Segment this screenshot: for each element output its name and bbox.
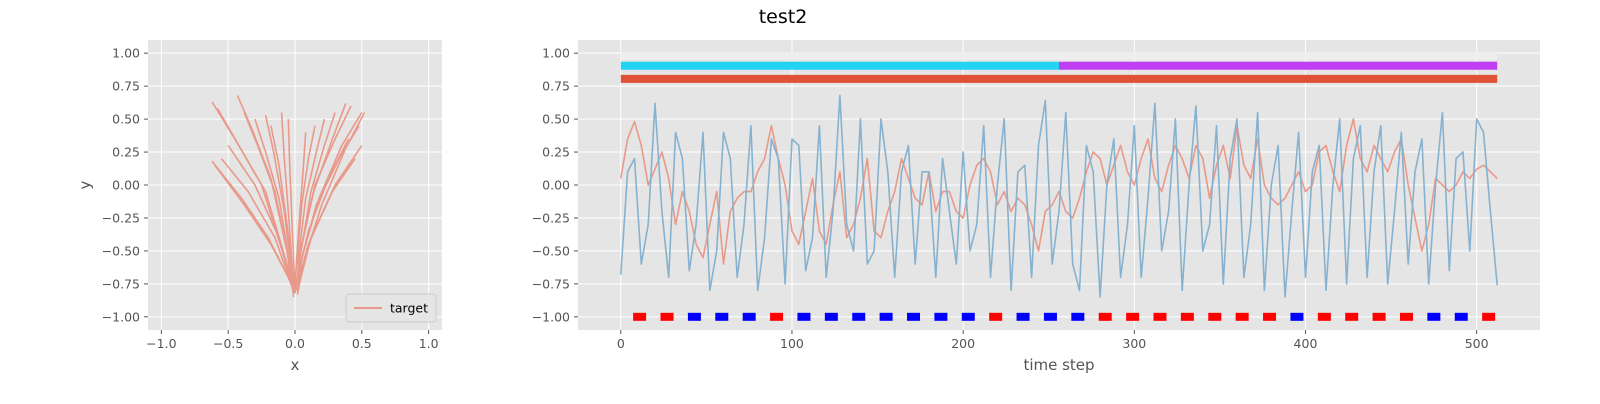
left-x-tick-label: 0.5	[352, 336, 372, 351]
right-x-tick-label: 200	[951, 336, 975, 351]
event-marker	[687, 312, 701, 321]
right-y-tick-label: 0.00	[542, 178, 570, 193]
left-x-tick-label: 1.0	[419, 336, 439, 351]
event-marker	[742, 312, 756, 321]
left-x-tick-label: 0.0	[285, 336, 305, 351]
left-y-tick-label: −0.50	[102, 243, 140, 258]
right-y-tick-label: −0.75	[532, 276, 570, 291]
target-trajectory-line	[295, 158, 356, 289]
left-y-tick-label: −0.25	[102, 210, 140, 225]
legend-box	[345, 293, 437, 323]
event-marker	[770, 312, 784, 321]
target-trajectory-line	[280, 112, 295, 288]
right-y-tick-label: −1.00	[532, 309, 570, 324]
red-series-line	[620, 118, 1498, 265]
right-y-tick-label: −0.50	[532, 243, 570, 258]
event-marker	[1235, 312, 1249, 321]
right-x-tick-label: 400	[1294, 336, 1318, 351]
event-marker	[934, 312, 948, 321]
event-marker	[824, 312, 838, 321]
event-marker	[1345, 312, 1359, 321]
event-marker	[1427, 312, 1441, 321]
right-axes: 0 100 200 300 400 500 −1.00 −0.75 −0.50 −0.25 0.00…	[532, 40, 1540, 374]
target-trajectory-line	[287, 119, 296, 291]
legend-label-target: target	[390, 301, 428, 316]
left-y-tick-label: 0.25	[112, 145, 140, 160]
target-trajectory-line	[294, 112, 336, 294]
event-marker	[989, 312, 1003, 321]
event-marker	[1098, 312, 1112, 321]
right-y-tick-label: 1.00	[542, 46, 570, 61]
right-x-tick-label: 300	[1122, 336, 1146, 351]
blue-series-line	[620, 94, 1498, 298]
event-marker	[1071, 312, 1085, 321]
target-trajectory-line	[294, 132, 307, 284]
event-marker	[660, 312, 674, 321]
event-marker	[852, 312, 866, 321]
event-marker	[1399, 312, 1413, 321]
left-y-tick-label: −1.00	[102, 309, 140, 324]
target-trajectory-line	[220, 158, 292, 285]
right-y-tick-label: 0.75	[542, 79, 570, 94]
target-trajectory-line	[295, 125, 316, 271]
left-y-tick-label: 0.75	[112, 79, 140, 94]
event-marker	[1208, 312, 1222, 321]
right-y-tick-label: 0.50	[542, 112, 570, 127]
event-marker	[797, 312, 811, 321]
right-y-tick-label: 0.25	[542, 145, 570, 160]
left-x-axis-label: x	[291, 356, 300, 374]
event-marker	[1180, 312, 1194, 321]
event-marker	[1372, 312, 1386, 321]
event-marker	[1153, 312, 1167, 321]
event-marker	[1043, 312, 1057, 321]
event-marker	[1454, 312, 1468, 321]
left-y-axis-label: y	[76, 180, 94, 189]
left-y-tick-label: 0.50	[112, 112, 140, 127]
right-x-tick-label: 500	[1465, 336, 1489, 351]
left-x-tick-label: −0.5	[213, 336, 243, 351]
event-marker	[879, 312, 893, 321]
left-x-tick-label: −1.0	[146, 336, 176, 351]
right-x-tick-label: 100	[780, 336, 804, 351]
target-trajectory-line	[296, 138, 350, 278]
event-marker	[1317, 312, 1331, 321]
event-marker	[715, 312, 729, 321]
left-legend: target	[345, 293, 437, 323]
left-axes: −1.0 −0.5 0.0 0.5 1.0 −1.00 −0.75 −0.50 −0.25 0.0…	[76, 40, 442, 374]
left-y-tick-label: 1.00	[112, 46, 140, 61]
target-trajectory-line	[270, 125, 295, 284]
left-y-tick-label: −0.75	[102, 276, 140, 291]
left-y-tick-label: 0.00	[112, 178, 140, 193]
figure-title: test2	[759, 6, 808, 28]
right-x-axis-label: time step	[1023, 356, 1094, 374]
event-marker	[1482, 312, 1496, 321]
right-y-tick-label: −0.25	[532, 210, 570, 225]
event-marker	[633, 312, 647, 321]
target-trajectory-line	[227, 145, 294, 289]
event-marker	[1290, 312, 1304, 321]
event-marker	[961, 312, 975, 321]
event-marker	[1016, 312, 1030, 321]
right-x-tick-label: 0	[617, 336, 625, 351]
target-trajectory-line	[296, 118, 326, 265]
event-marker	[907, 312, 921, 321]
event-marker	[1126, 312, 1140, 321]
target-trajectory-line	[214, 164, 291, 281]
event-marker	[1263, 312, 1277, 321]
